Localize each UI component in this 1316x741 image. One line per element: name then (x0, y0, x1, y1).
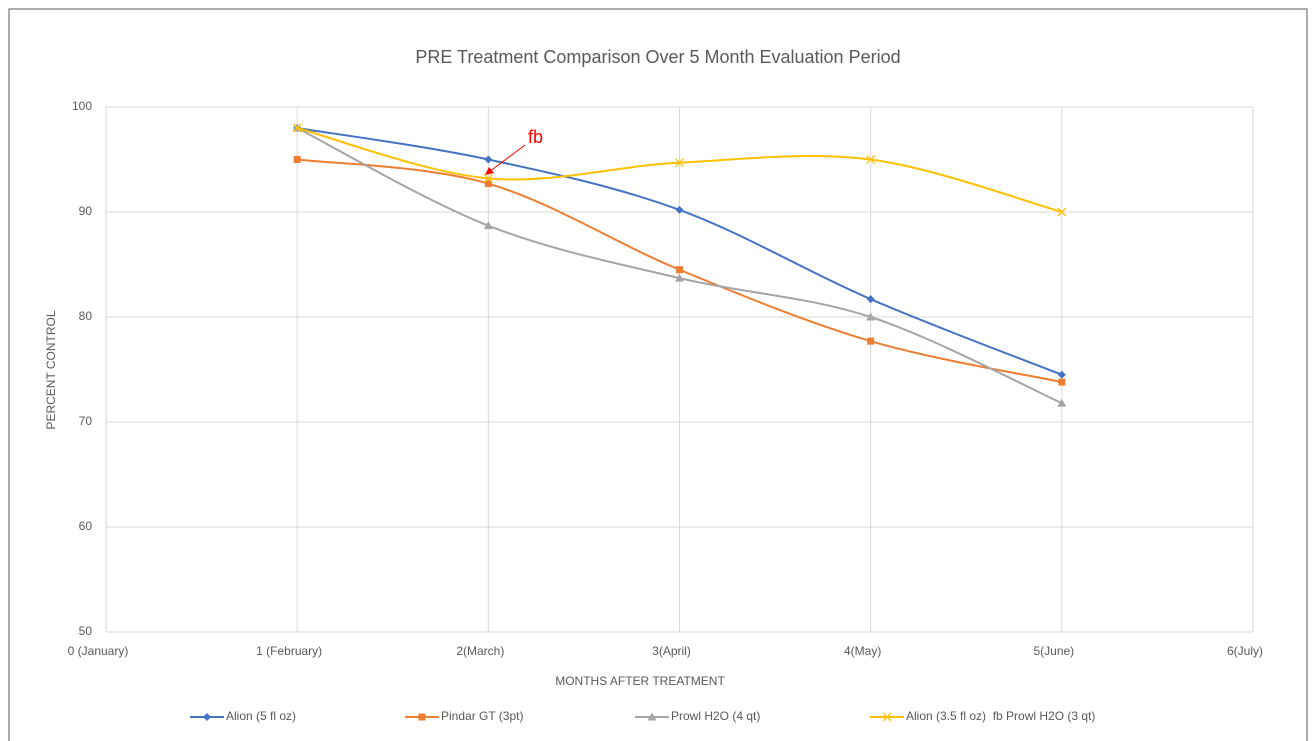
x-tick-label: 3(April) (652, 644, 691, 658)
y-tick-label: 90 (79, 204, 93, 218)
legend-marker (882, 712, 892, 722)
x-tick-label: 2(March) (456, 644, 504, 658)
point (292, 123, 302, 133)
x-tick-label: 4(May) (844, 644, 881, 658)
annotation-arrowhead (485, 167, 494, 175)
y-tick-label: 60 (79, 519, 93, 533)
point (293, 156, 301, 163)
x-axis-title: MONTHS AFTER TREATMENT (555, 674, 725, 688)
chart-border (8, 8, 1308, 741)
x-tick-label: 1 (February) (256, 644, 322, 658)
legend-label: Alion (5 fl oz) (226, 709, 296, 723)
point (483, 173, 493, 183)
y-tick-label: 100 (72, 99, 92, 113)
legend-marker (418, 713, 426, 721)
point (1057, 370, 1066, 379)
point (484, 155, 493, 164)
legend-label: Alion (3.5 fl oz) fb Prowl H2O (3 qt) (906, 709, 1095, 723)
point (866, 155, 876, 164)
point (675, 205, 684, 214)
point (675, 158, 684, 168)
point (866, 295, 875, 304)
point (484, 180, 492, 188)
legend-label: Pindar GT (3pt) (441, 709, 523, 723)
legend-label: Prowl H2O (4 qt) (671, 709, 760, 723)
point (1058, 378, 1066, 386)
point (866, 312, 876, 321)
annotation-arrow (488, 144, 526, 173)
point (483, 221, 493, 230)
x-tick-label: 5(June) (1033, 644, 1074, 658)
y-tick-label: 50 (79, 624, 93, 638)
x-tick-label: 6(July) (1227, 644, 1263, 658)
y-tick-label: 70 (79, 414, 93, 428)
point (867, 337, 875, 345)
legend-marker (647, 712, 657, 721)
y-tick-label: 80 (79, 309, 93, 323)
point (1057, 398, 1067, 407)
point (676, 266, 683, 274)
legend-marker (203, 713, 211, 721)
y-axis-title: PERCENT CONTROL (44, 310, 58, 429)
point (675, 273, 684, 282)
x-tick-label: 0 (January) (68, 644, 129, 658)
annotation: fb (528, 127, 543, 147)
chart-title: PRE Treatment Comparison Over 5 Month Ev… (415, 47, 900, 67)
point (1057, 207, 1067, 217)
